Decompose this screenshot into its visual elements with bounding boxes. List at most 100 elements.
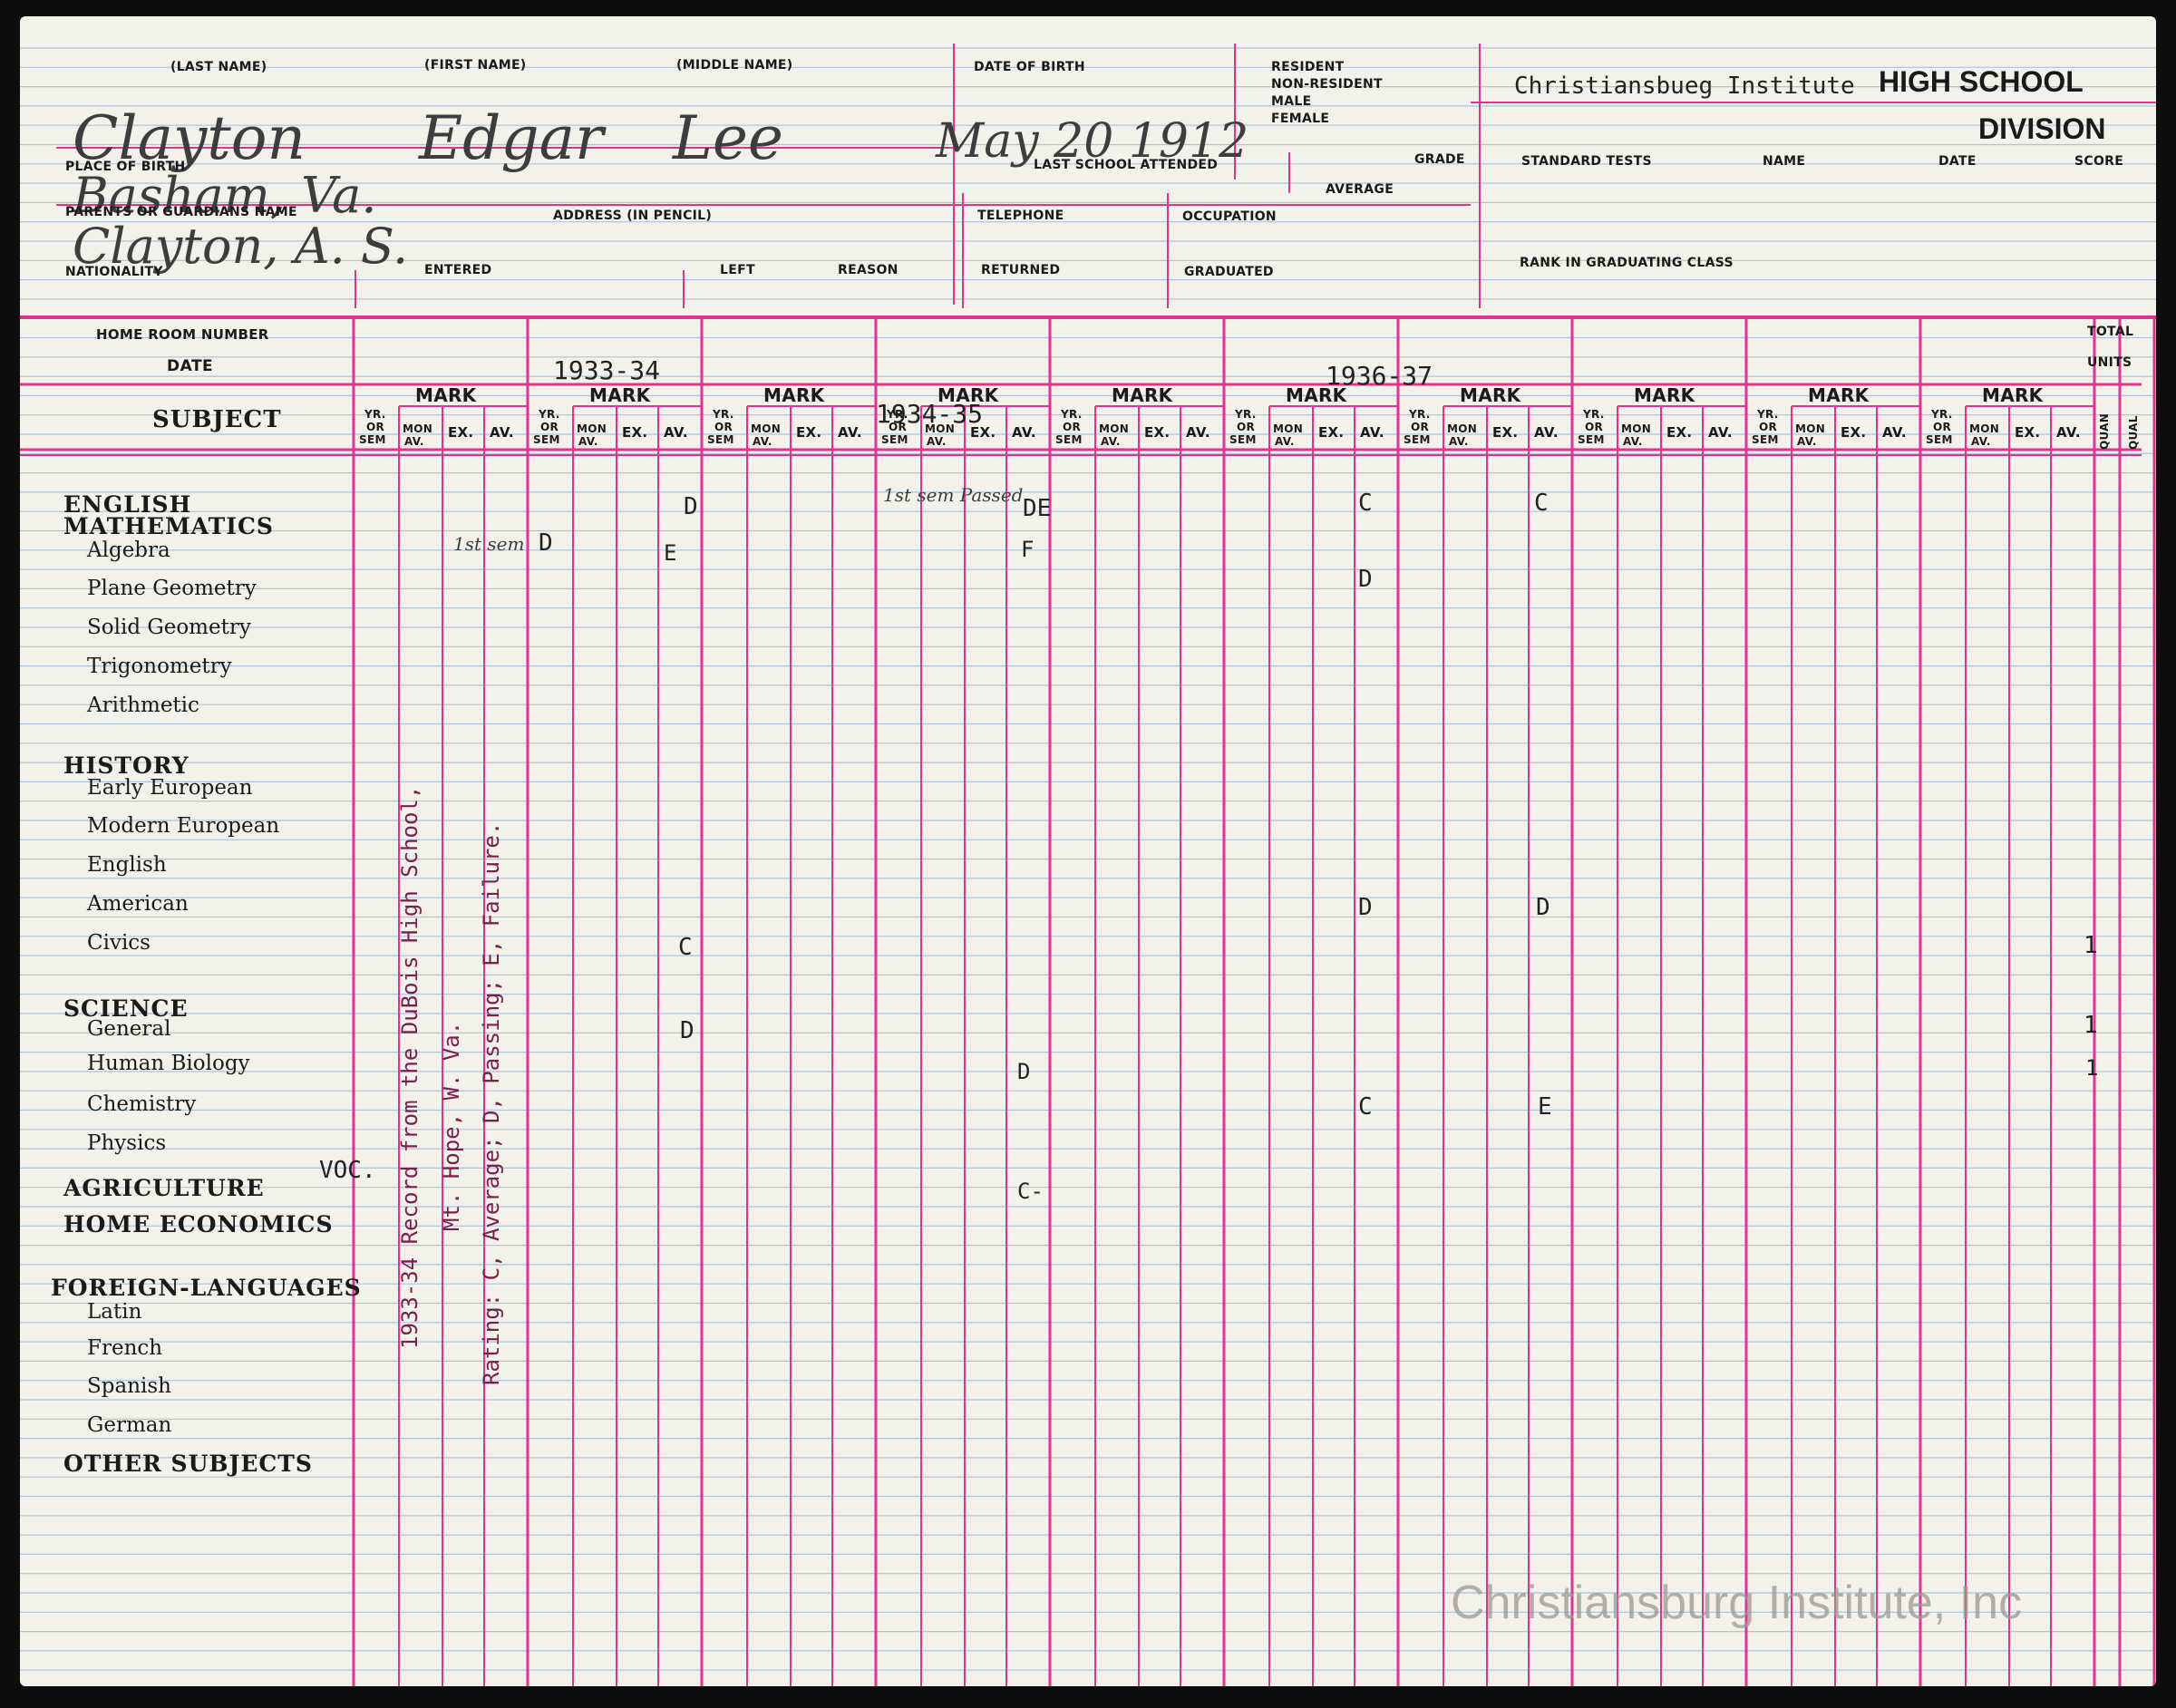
note-rating-key: Rating: C, Average; D, Passing; E, Failu…	[479, 821, 504, 1385]
mark-label: MARK	[1460, 384, 1521, 406]
ex-label: EX.	[2015, 424, 2041, 441]
tests-score-label: SCORE	[2074, 154, 2124, 169]
mon-av-label: AV.	[578, 435, 598, 448]
or-label: OR	[366, 421, 385, 433]
yr-label: YR.	[887, 408, 908, 421]
voc-label: VOC.	[319, 1157, 376, 1184]
graduated-label: GRADUATED	[1184, 265, 1274, 279]
tests-date-label: DATE	[1938, 154, 1977, 169]
female-label: FEMALE	[1271, 112, 1330, 126]
grade-mark: 1	[2084, 932, 2098, 959]
sem-label: SEM	[1752, 433, 1779, 446]
ex-label: EX.	[1492, 424, 1519, 441]
yr-label: YR.	[539, 408, 560, 421]
mon-label: MON	[1447, 422, 1478, 435]
grade-mark: 1st sem	[453, 533, 525, 555]
subject-row: Physics	[87, 1131, 167, 1155]
grade-mark: E	[1538, 1093, 1552, 1121]
subject-row: Trigonometry	[87, 655, 232, 678]
subject-row: General	[87, 1017, 171, 1041]
sem-label: SEM	[1229, 433, 1257, 446]
grade-mark: C	[1358, 1093, 1373, 1121]
av-label: AV.	[1882, 424, 1907, 441]
mon-label: MON	[1969, 422, 2000, 435]
place-of-birth-label: PLACE OF BIRTH	[65, 160, 186, 174]
sem-label: SEM	[1055, 433, 1083, 446]
subject-row: French	[87, 1336, 163, 1360]
nationality-label: NATIONALITY	[65, 265, 163, 279]
grade-mark: D	[1358, 894, 1373, 921]
mon-av-label: AV.	[753, 435, 772, 448]
subject-row: HOME ECONOMICS	[63, 1211, 334, 1237]
mon-label: MON	[403, 422, 433, 435]
mon-av-label: AV.	[1623, 435, 1643, 448]
sem-label: SEM	[533, 433, 560, 446]
dob-label: DATE OF BIRTH	[974, 60, 1085, 74]
middle-name-label: (MIDDLE NAME)	[676, 58, 793, 73]
home-room-label: HOME ROOM NUMBER	[96, 326, 269, 343]
non-resident-label: NON-RESIDENT	[1271, 77, 1383, 92]
subject-row: German	[87, 1413, 172, 1437]
av-label: AV.	[1534, 424, 1559, 441]
year-1936-37: 1936-37	[1326, 361, 1433, 391]
mon-av-label: AV.	[1101, 435, 1121, 448]
grade-mark: D	[1536, 894, 1550, 921]
av-label: AV.	[838, 424, 862, 441]
grade-mark: 1st sem Passed	[883, 484, 1024, 506]
mon-av-label: AV.	[1449, 435, 1469, 448]
sem-label: SEM	[1578, 433, 1605, 446]
record-card: (LAST NAME) (FIRST NAME) (MIDDLE NAME) D…	[20, 16, 2156, 1686]
av-label: AV.	[664, 424, 688, 441]
subject-row: ENGLISH	[63, 491, 192, 518]
grade-mark: D	[684, 493, 698, 520]
grade-mark: C	[1534, 490, 1549, 517]
year-1934-35: 1934-35	[876, 399, 984, 429]
subject-row: Modern European	[87, 814, 280, 838]
ruled-grid	[20, 44, 2156, 1686]
ex-label: EX.	[1666, 424, 1693, 441]
subject-row: HISTORY	[63, 752, 189, 779]
grade-mark: 1	[2084, 1012, 2098, 1039]
watermark: Christiansburg Institute, Inc	[1451, 1577, 2023, 1629]
first-name-label: (FIRST NAME)	[424, 58, 527, 73]
subject-row: American	[87, 892, 189, 916]
parent-name-value: Clayton, A. S.	[73, 218, 409, 275]
mark-label: MARK	[1982, 384, 2044, 406]
last-name-label: (LAST NAME)	[170, 60, 267, 74]
subject-row: English	[87, 853, 167, 877]
av-label: AV.	[1186, 424, 1210, 441]
ex-label: EX.	[1144, 424, 1171, 441]
grade-label: GRADE	[1414, 152, 1465, 167]
year-1933-34: 1933-34	[553, 355, 661, 385]
subject-row: OTHER SUBJECTS	[63, 1451, 313, 1477]
mon-label: MON	[1273, 422, 1304, 435]
yr-label: YR.	[1583, 408, 1605, 421]
mark-label: MARK	[415, 384, 477, 406]
reason-label: REASON	[838, 263, 899, 277]
ex-label: EX.	[622, 424, 648, 441]
mark-label: MARK	[937, 384, 999, 406]
returned-label: RETURNED	[981, 263, 1061, 277]
total-label: TOTAL	[2087, 325, 2134, 339]
dob-value: May 20 1912	[936, 114, 1249, 169]
date-label: DATE	[167, 357, 214, 375]
yr-label: YR.	[1235, 408, 1257, 421]
subject-row: Plane Geometry	[87, 577, 257, 600]
grade-mark: DE	[1023, 495, 1052, 522]
grade-mark: 1	[2085, 1055, 2099, 1081]
subject-row: Spanish	[87, 1374, 171, 1398]
occupation-label: OCCUPATION	[1182, 209, 1277, 224]
yr-label: YR.	[1061, 408, 1083, 421]
entered-label: ENTERED	[424, 263, 492, 277]
mark-label: MARK	[763, 384, 825, 406]
ex-label: EX.	[970, 424, 996, 441]
sem-label: SEM	[1926, 433, 1953, 446]
sem-label: SEM	[707, 433, 734, 446]
grade-mark: C	[1358, 490, 1373, 517]
subject-row: Chemistry	[87, 1092, 197, 1116]
mon-av-label: AV.	[404, 435, 424, 448]
grade-mark: C	[678, 934, 693, 961]
subject-header: SUBJECT	[152, 406, 282, 433]
grade-mark: D	[1358, 566, 1373, 593]
av-label: AV.	[2056, 424, 2081, 441]
